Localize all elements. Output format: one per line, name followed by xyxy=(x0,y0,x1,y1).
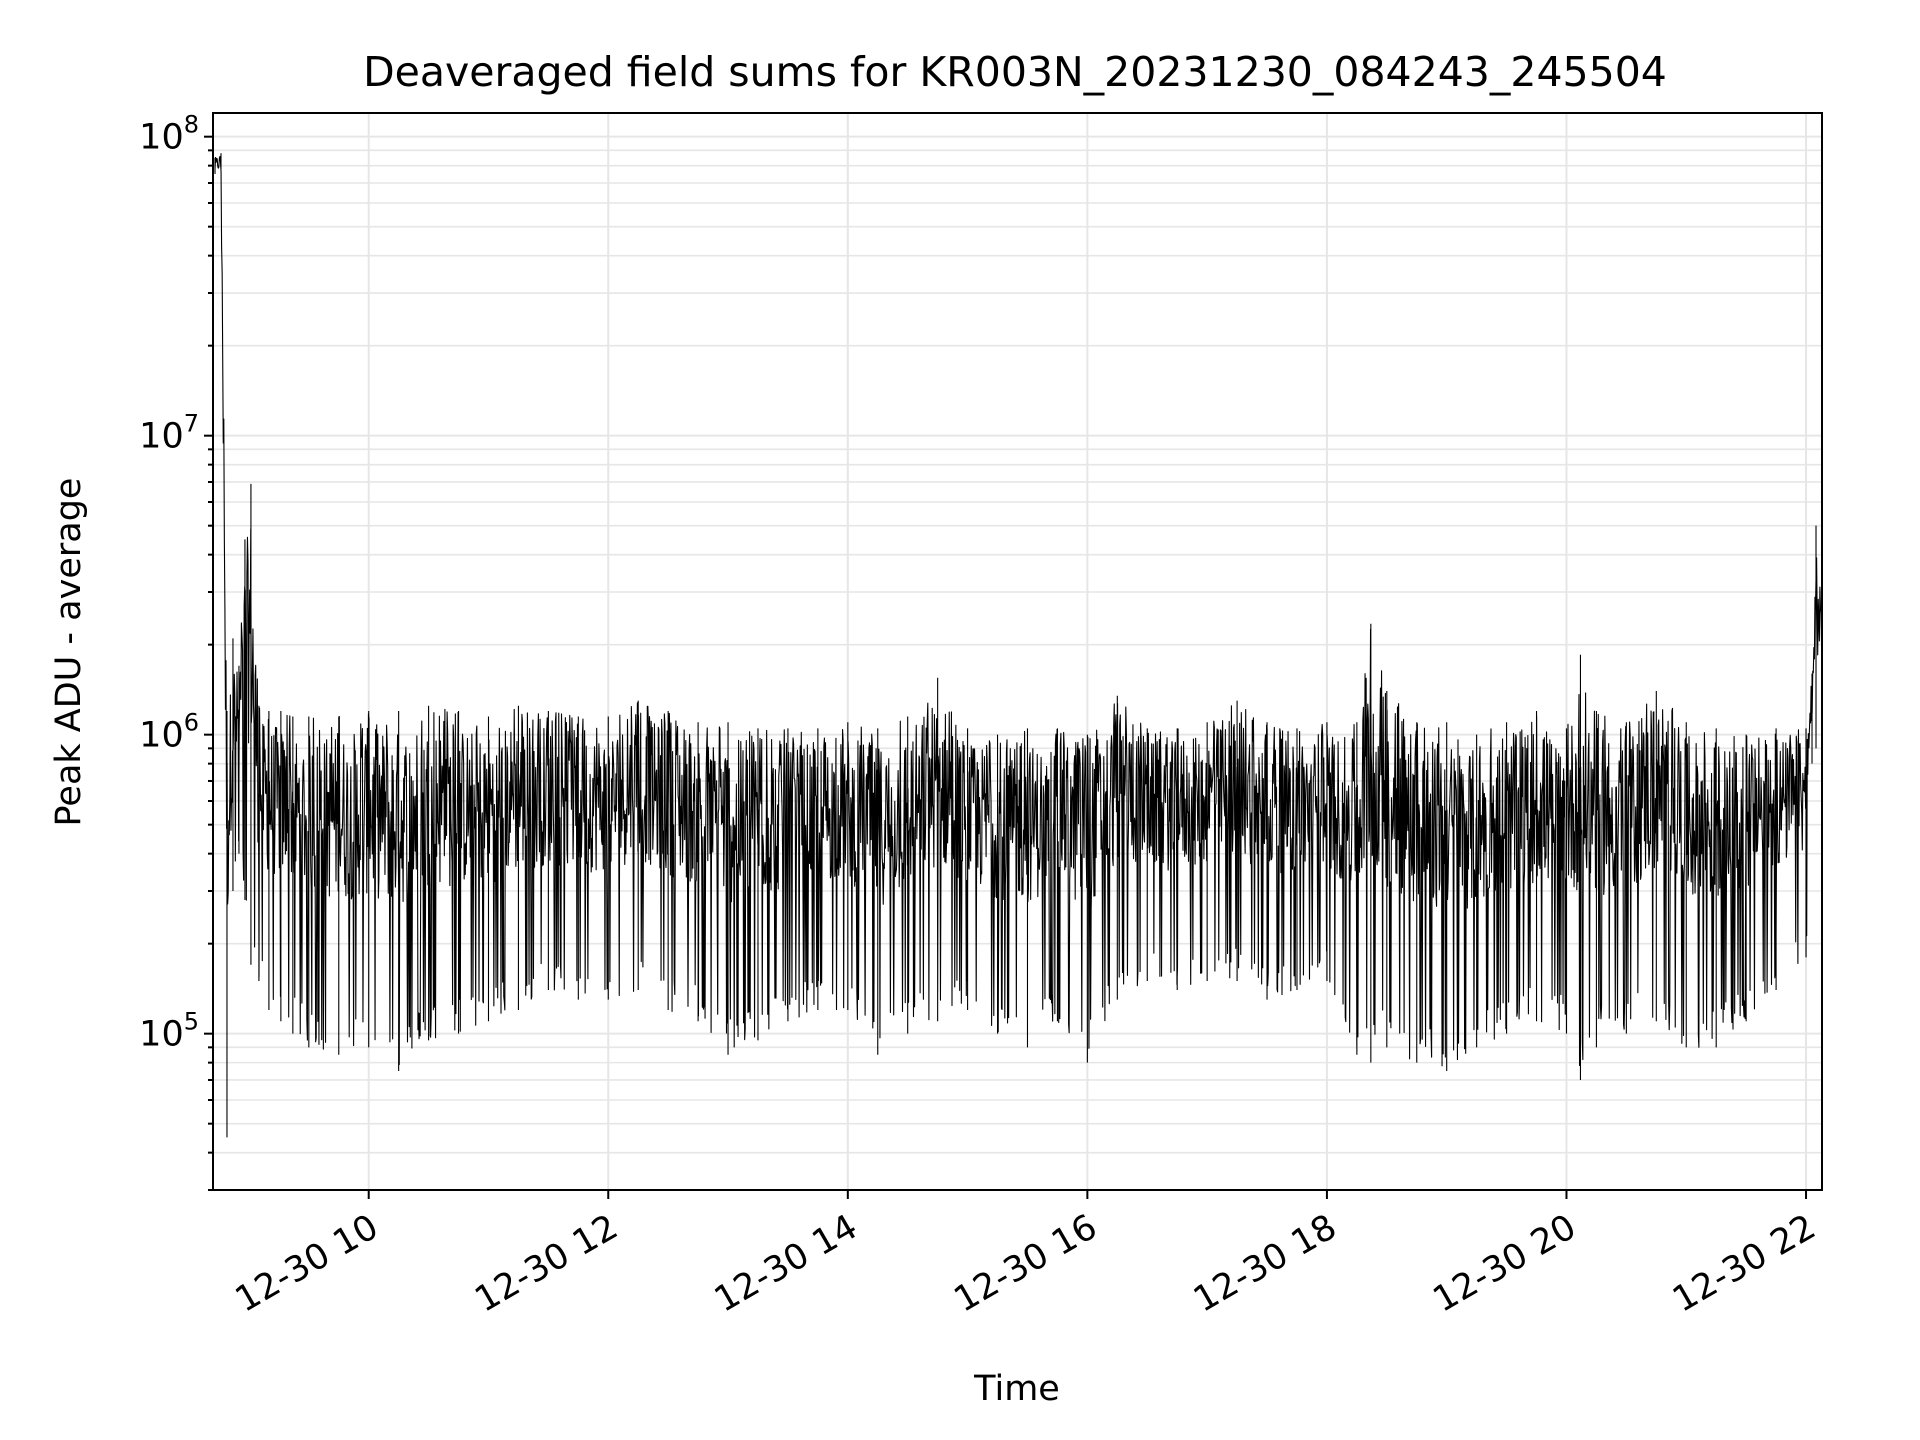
series-line-0 xyxy=(214,153,1823,1138)
x-axis-label: Time xyxy=(973,1369,1060,1409)
y-tick-label: 106 xyxy=(139,709,199,756)
plot-frame xyxy=(212,112,1823,1191)
y-tick-base: 10 xyxy=(139,118,184,158)
y-tick-base: 10 xyxy=(139,716,184,756)
y-tick-exponent: 6 xyxy=(184,709,199,737)
y-tick-base: 10 xyxy=(139,417,184,457)
y-tick-exponent: 7 xyxy=(184,410,199,438)
y-tick-label: 107 xyxy=(139,410,199,457)
y-axis-label: Peak ADU - average xyxy=(49,478,89,827)
y-tick-base: 10 xyxy=(139,1015,184,1055)
plot-area xyxy=(212,112,1823,1191)
y-tick-exponent: 5 xyxy=(184,1008,199,1036)
y-tick-label: 108 xyxy=(139,111,199,158)
chart-title: Deaveraged field sums for KR003N_2023123… xyxy=(363,48,1667,96)
y-tick-label: 105 xyxy=(139,1008,199,1055)
data-series xyxy=(214,153,1823,1138)
y-tick-exponent: 8 xyxy=(184,111,199,139)
